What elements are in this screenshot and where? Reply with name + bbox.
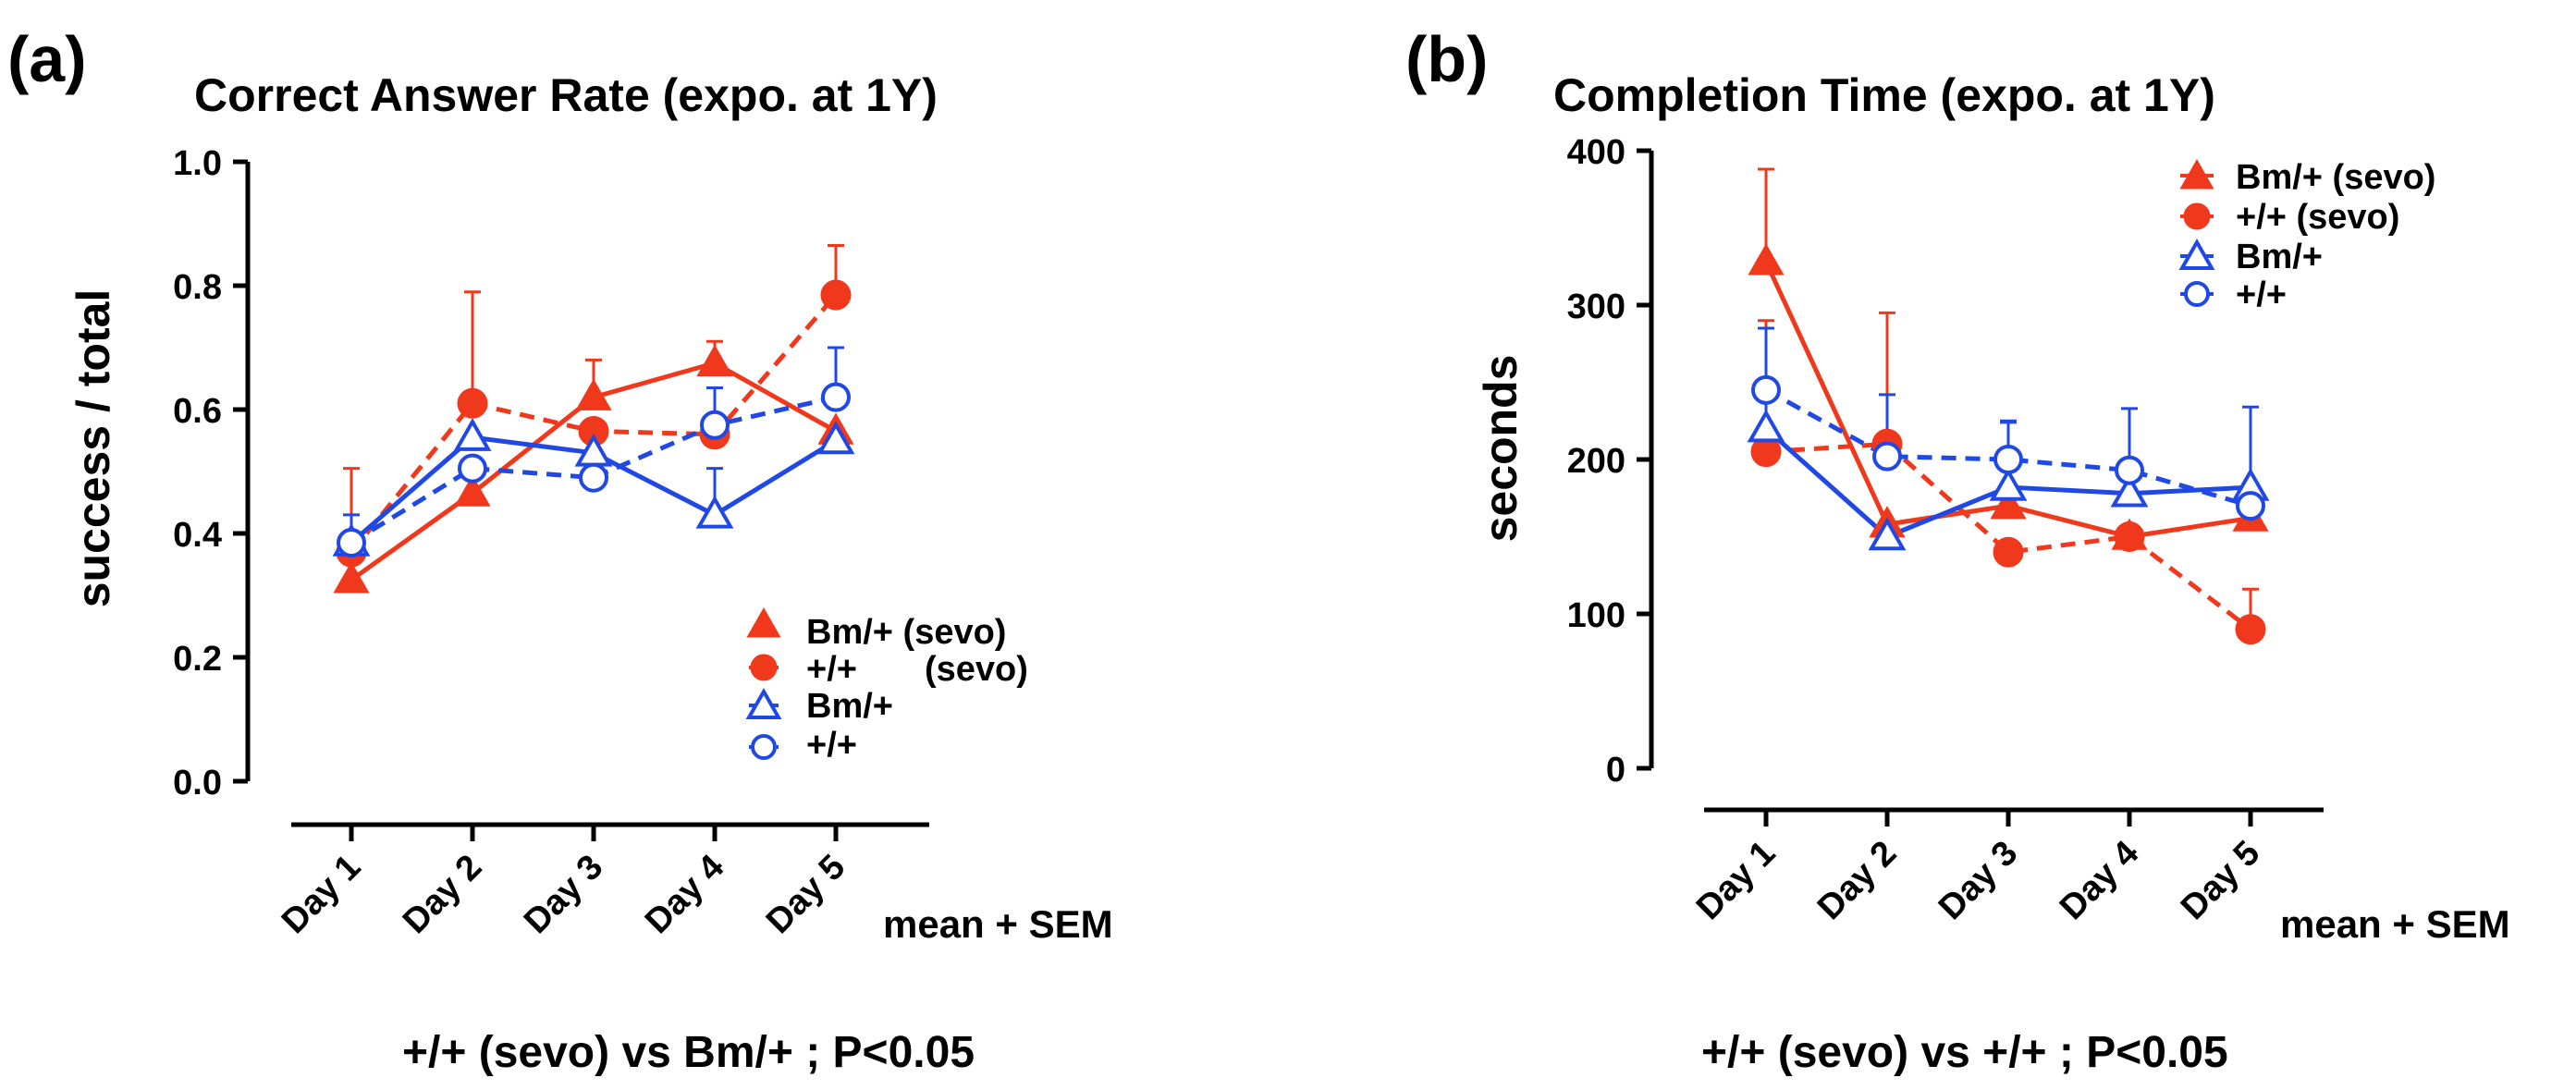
x-tick-label-a-1: Day 2 [396, 848, 489, 941]
y-tick-label-a-4: 0.8 [173, 268, 222, 307]
data-point-a-s0-p3 [696, 344, 733, 376]
legend-label-a-1: +/+ [806, 650, 857, 689]
data-point-b-s1-p2 [1993, 536, 2024, 568]
x-tick-label-a-0: Day 1 [275, 848, 368, 941]
panel-label-a: (a) [7, 23, 87, 95]
data-point-b-s2-p0 [1747, 409, 1785, 443]
data-point-a-s0-p2 [575, 378, 612, 410]
error-note-a: mean + SEM [883, 902, 1113, 946]
y-tick-label-a-0: 0.0 [173, 764, 222, 802]
data-point-b-s1-p3 [2114, 521, 2145, 552]
plot-area-a [332, 243, 855, 594]
x-tick-label-b-3: Day 4 [2053, 834, 2146, 927]
x-tick-label-b-1: Day 2 [1810, 834, 1904, 927]
series-line-b-3 [1764, 387, 2251, 508]
data-point-a-s2-p1 [453, 418, 492, 451]
legend-marker-b-0 [2179, 158, 2214, 190]
y-axis-b: 400 300 200 100 0 [1567, 133, 1654, 790]
y-tick-label-a-5: 1.0 [173, 144, 222, 183]
data-point-a-s3-p2 [579, 462, 608, 493]
data-point-b-s0-p0 [1748, 243, 1785, 276]
y-axis-label-a: success / total [67, 289, 119, 608]
chart-title-b: Completion Time (expo. at 1Y) [1553, 69, 2215, 121]
series-line-b-1 [1765, 441, 2252, 631]
data-point-b-s2-p1 [1868, 517, 1907, 551]
legend-marker-a-3 [751, 734, 777, 760]
x-tick-label-b-4: Day 5 [2174, 834, 2267, 927]
footer-stat-left: +/+ (sevo) vs Bm/+ ; P<0.05 [402, 1028, 975, 1077]
panel-label-b: (b) [1405, 23, 1488, 95]
data-point-b-s3-p3 [2115, 455, 2144, 485]
legend-label-b-0: Bm/+ (sevo) [2236, 158, 2435, 197]
y-tick-label-b-2: 200 [1567, 442, 1625, 481]
data-point-a-s3-p4 [821, 382, 851, 412]
data-point-b-s3-p0 [1751, 374, 1781, 405]
plot-area-b [1747, 167, 2270, 645]
legend-marker-b-2 [2178, 238, 2215, 270]
legend-label-b-2: Bm/+ [2236, 238, 2323, 276]
x-tick-label-b-2: Day 3 [1932, 834, 2025, 927]
x-tick-label-a-4: Day 5 [759, 848, 853, 941]
legend-label-a-0: Bm/+ (sevo) [806, 613, 1006, 652]
legend-label-b-3: +/+ [2236, 276, 2287, 314]
chart-panel-b: (b) Completion Time (expo. at 1Y) second… [1405, 23, 2510, 946]
y-axis-label-b: seconds [1475, 355, 1527, 543]
data-point-a-s2-p4 [816, 421, 855, 455]
legend-a: Bm/+ (sevo) +/+ (sevo) Bm/+ +/+ [745, 606, 1028, 765]
legend-marker-a-2 [745, 687, 782, 719]
x-tick-label-b-0: Day 1 [1689, 834, 1783, 927]
y-tick-label-b-3: 300 [1567, 288, 1625, 326]
footer-stat-right: +/+ (sevo) vs +/+ ; P<0.05 [1701, 1028, 2228, 1077]
series-line-a-3 [350, 395, 837, 545]
data-point-a-s2-p3 [695, 495, 734, 529]
data-point-a-s3-p1 [458, 453, 487, 484]
data-point-a-s0-p0 [333, 561, 370, 594]
chart-panel-a: (a) Correct Answer Rate (expo. at 1Y) su… [7, 23, 1113, 946]
y-tick-label-a-1: 0.2 [173, 640, 222, 679]
chart-title-a: Correct Answer Rate (expo. at 1Y) [194, 69, 938, 121]
legend-label-a-1b: (sevo) [925, 650, 1028, 689]
data-point-b-s1-p4 [2235, 614, 2266, 645]
data-point-a-s1-p1 [457, 387, 488, 419]
x-tick-label-a-2: Day 3 [517, 848, 610, 941]
y-tick-label-a-3: 0.6 [173, 392, 222, 431]
data-point-b-s3-p2 [1993, 445, 2023, 474]
y-tick-label-a-2: 0.4 [173, 516, 222, 555]
data-point-a-s1-p4 [820, 279, 852, 311]
legend-marker-b-1 [2183, 202, 2211, 230]
data-point-b-s3-p4 [2236, 491, 2265, 521]
data-point-a-s3-p3 [700, 410, 730, 440]
x-axis-a: Day 1 Day 2 Day 3 Day 4 Day 5 [275, 822, 929, 941]
data-point-a-s0-p1 [454, 474, 491, 507]
y-tick-label-b-0: 0 [1606, 751, 1625, 790]
legend-marker-a-1 [750, 654, 778, 681]
legend-b: Bm/+ (sevo) +/+ (sevo) Bm/+ +/+ [2178, 158, 2435, 314]
data-point-b-s3-p1 [1872, 441, 1902, 472]
y-tick-label-b-1: 100 [1567, 596, 1625, 635]
y-axis-a: 1.0 0.8 0.6 0.4 0.2 0.0 [173, 144, 251, 802]
legend-label-a-2: Bm/+ [806, 687, 893, 726]
legend-label-b-1: +/+ (sevo) [2236, 198, 2399, 237]
error-note-b: mean + SEM [2280, 902, 2510, 946]
legend-marker-b-3 [2184, 281, 2210, 307]
data-point-b-s2-p2 [1989, 468, 2028, 501]
y-tick-label-b-4: 400 [1567, 133, 1625, 172]
legend-marker-a-0 [746, 606, 781, 638]
data-point-b-s2-p3 [2110, 473, 2149, 508]
legend-label-a-3: +/+ [806, 726, 857, 765]
data-point-a-s3-p0 [337, 528, 366, 558]
data-point-b-s0-p2 [1990, 487, 2027, 520]
x-tick-label-a-3: Day 4 [638, 848, 731, 941]
x-axis-b: Day 1 Day 2 Day 3 Day 4 Day 5 [1689, 807, 2324, 927]
